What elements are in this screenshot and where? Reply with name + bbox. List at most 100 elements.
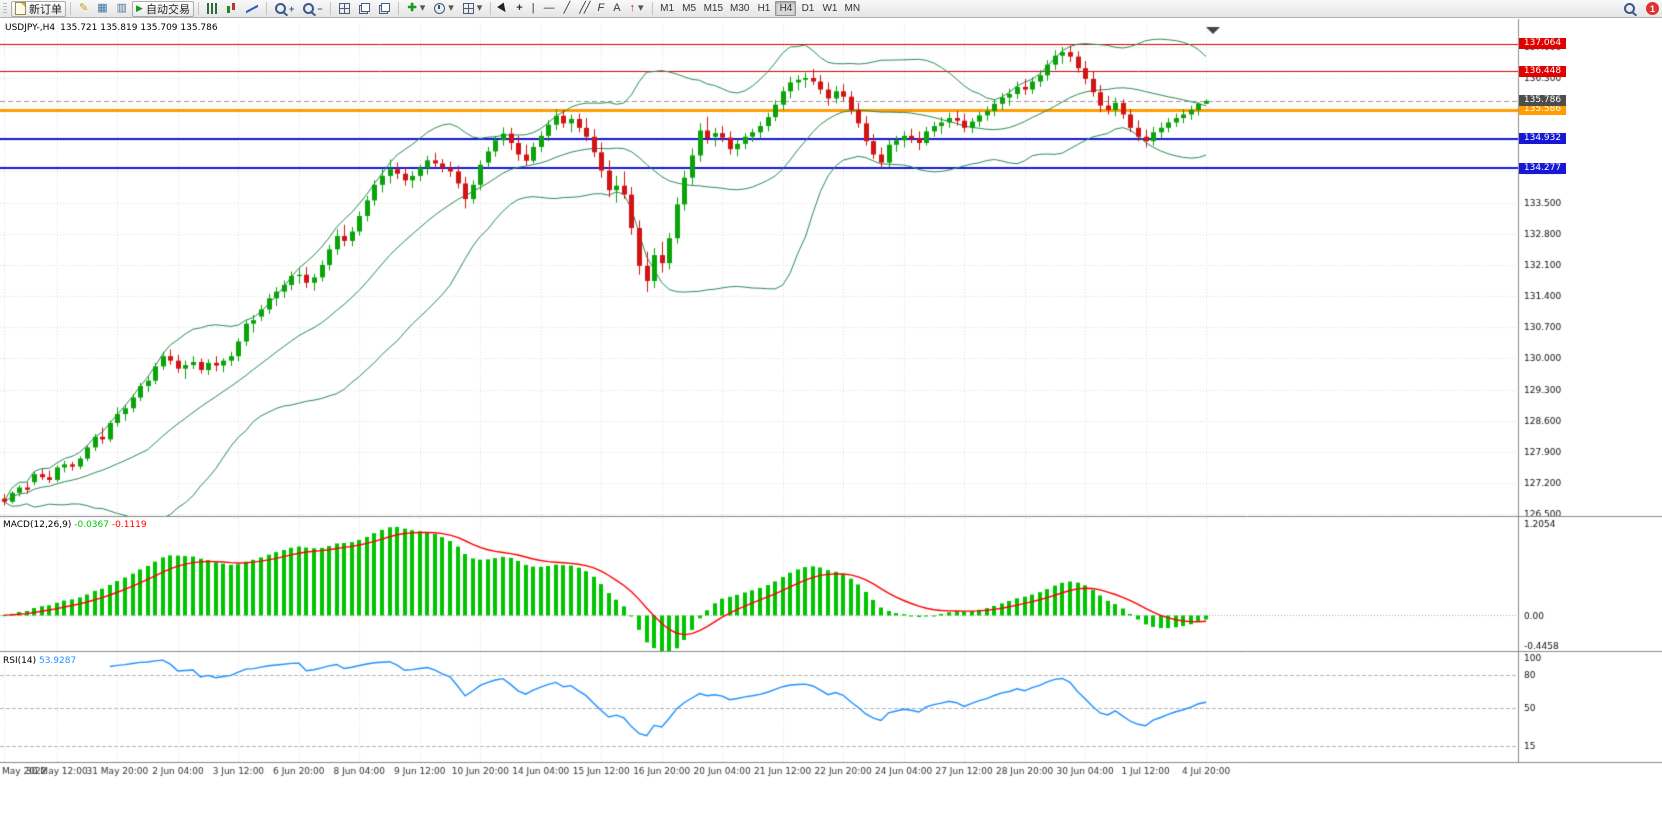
chevron-down-icon: ▾ bbox=[638, 2, 644, 14]
minus-sign: − bbox=[317, 3, 323, 14]
hline-price-tag: 134.277 bbox=[1519, 162, 1566, 174]
timeframe-button-m5[interactable]: M5 bbox=[679, 1, 700, 16]
toolbar-grip[interactable] bbox=[3, 2, 7, 15]
fibonacci-tool-button[interactable]: F bbox=[593, 1, 608, 17]
trendline-tool-button[interactable]: ╱ bbox=[560, 1, 575, 17]
bar-chart-button[interactable] bbox=[203, 1, 221, 17]
vertical-line-icon: | bbox=[531, 2, 535, 14]
vertical-line-tool-button[interactable]: | bbox=[528, 1, 539, 17]
crosshair-tool-button[interactable]: + bbox=[512, 1, 526, 17]
macd-name: MACD(12,26,9) bbox=[3, 520, 72, 530]
chart-symbol-timeframe: USDJPY-,H4 bbox=[5, 23, 56, 33]
periods-button[interactable]: ▾ bbox=[430, 1, 458, 17]
trendline-icon: ╱ bbox=[563, 2, 571, 14]
tile-windows-icon bbox=[339, 3, 351, 14]
macd-label: MACD(12,26,9) -0.0367 -0.1119 bbox=[3, 520, 147, 530]
cascade-windows-button[interactable] bbox=[375, 1, 394, 17]
chevron-down-icon: ▾ bbox=[419, 2, 426, 14]
timeframe-button-m30[interactable]: M30 bbox=[727, 1, 752, 16]
chevron-down-icon: ▾ bbox=[448, 2, 454, 14]
macd-value: -0.0367 bbox=[74, 520, 109, 530]
toolbar-separator bbox=[197, 2, 199, 15]
tile-windows-button[interactable] bbox=[335, 1, 354, 17]
market-watch-button[interactable]: ▥ bbox=[113, 1, 131, 17]
autotrading-button[interactable]: ▶ 自动交易 bbox=[132, 0, 194, 17]
bar-chart-icon bbox=[206, 3, 217, 14]
text-tool-icon: A bbox=[613, 2, 621, 14]
autotrading-label: 自动交易 bbox=[145, 3, 190, 16]
timeframe-button-m15[interactable]: M15 bbox=[701, 1, 726, 16]
toolbar-separator bbox=[651, 2, 653, 15]
clock-icon bbox=[434, 3, 446, 14]
toolbar-separator bbox=[490, 2, 492, 15]
templates-button[interactable]: ▾ bbox=[459, 1, 487, 17]
hline-price-tag: 137.064 bbox=[1519, 38, 1566, 50]
toolbar-separator bbox=[265, 2, 267, 15]
chart-canvas[interactable] bbox=[0, 19, 1662, 822]
candlestick-chart-icon bbox=[226, 3, 237, 14]
search-icon bbox=[1624, 3, 1635, 14]
timeframe-button-w1[interactable]: W1 bbox=[819, 1, 840, 16]
toolbar-separator bbox=[70, 2, 71, 15]
hline-price-tag: 136.448 bbox=[1519, 65, 1566, 77]
horizontal-line-tool-button[interactable]: — bbox=[540, 1, 559, 17]
indicators-plus-icon: ✚ bbox=[407, 2, 417, 14]
crosshair-icon: + bbox=[516, 2, 523, 14]
chart-ohlc-values: 135.721 135.819 135.709 135.786 bbox=[60, 23, 218, 33]
bid-price-tag: 135.786 bbox=[1519, 95, 1566, 107]
auto-arrange-icon bbox=[359, 3, 371, 14]
timeframe-button-mn[interactable]: MN bbox=[841, 1, 863, 16]
chevron-down-icon: ▾ bbox=[476, 2, 483, 14]
text-tool-button[interactable]: A bbox=[609, 1, 624, 17]
indicators-button[interactable]: ✚ ▾ bbox=[403, 1, 429, 17]
profiles-icon: ▦ bbox=[97, 2, 108, 14]
zoom-out-icon bbox=[303, 3, 315, 14]
zoom-in-icon bbox=[274, 3, 286, 14]
metaeditor-button[interactable]: ✎ bbox=[75, 1, 92, 17]
timeframe-button-m1[interactable]: M1 bbox=[657, 1, 678, 16]
toolbar-separator bbox=[330, 2, 332, 15]
timeframe-button-d1[interactable]: D1 bbox=[797, 1, 818, 16]
line-chart-icon bbox=[246, 3, 258, 14]
channel-icon: ╱╱ bbox=[579, 2, 590, 14]
metaeditor-icon: ✎ bbox=[79, 2, 89, 14]
timeframe-group: M1 M5 M15 M30 H1 H4 D1 W1 MN bbox=[657, 1, 863, 16]
hline-price-tag: 134.932 bbox=[1519, 133, 1566, 145]
chart-area: USDJPY-,H4 135.721 135.819 135.709 135.78… bbox=[0, 19, 1662, 822]
toolbar: 新订单 ✎ ▦ ▥ ▶ 自动交易 + − ✚ ▾ bbox=[0, 0, 1662, 18]
notification-badge[interactable]: 1 bbox=[1646, 2, 1659, 15]
auto-arrange-button[interactable] bbox=[355, 1, 374, 17]
chart-ohlc-title: USDJPY-,H4 135.721 135.819 135.709 135.78… bbox=[5, 23, 218, 33]
zoom-in-button[interactable]: + bbox=[271, 1, 298, 17]
autotrading-play-icon: ▶ bbox=[136, 3, 143, 13]
candlestick-chart-button[interactable] bbox=[222, 1, 241, 17]
plus-sign: + bbox=[288, 3, 295, 14]
market-watch-icon: ▥ bbox=[116, 2, 128, 14]
rsi-name: RSI(14) bbox=[3, 656, 37, 666]
zoom-out-button[interactable]: − bbox=[299, 1, 326, 17]
profiles-button[interactable]: ▦ bbox=[93, 1, 111, 17]
notification-count: 1 bbox=[1649, 3, 1655, 14]
search-button[interactable] bbox=[1620, 1, 1641, 17]
new-order-icon bbox=[15, 2, 26, 15]
cascade-windows-icon bbox=[379, 3, 391, 14]
cursor-tool-button[interactable] bbox=[495, 1, 511, 17]
horizontal-line-icon: — bbox=[543, 2, 555, 14]
channel-tool-button[interactable]: ╱╱ bbox=[575, 1, 592, 17]
cursor-icon bbox=[497, 2, 510, 15]
arrows-tool-icon: ↑ bbox=[629, 2, 636, 14]
new-order-label: 新订单 bbox=[29, 3, 62, 16]
macd-signal-value: -0.1119 bbox=[111, 520, 147, 530]
timeframe-button-h1[interactable]: H1 bbox=[753, 1, 774, 16]
rsi-label: RSI(14) 53.9287 bbox=[3, 656, 76, 666]
hline-price-tag: 135.586 bbox=[1519, 104, 1566, 116]
new-order-button[interactable]: 新订单 bbox=[11, 0, 66, 17]
fibonacci-icon: F bbox=[597, 2, 605, 14]
arrows-tool-button[interactable]: ↑ ▾ bbox=[626, 1, 648, 17]
line-chart-button[interactable] bbox=[242, 1, 262, 17]
rsi-value: 53.9287 bbox=[38, 656, 77, 666]
toolbar-separator bbox=[398, 2, 400, 15]
timeframe-button-h4[interactable]: H4 bbox=[775, 1, 797, 16]
templates-icon bbox=[462, 3, 474, 14]
